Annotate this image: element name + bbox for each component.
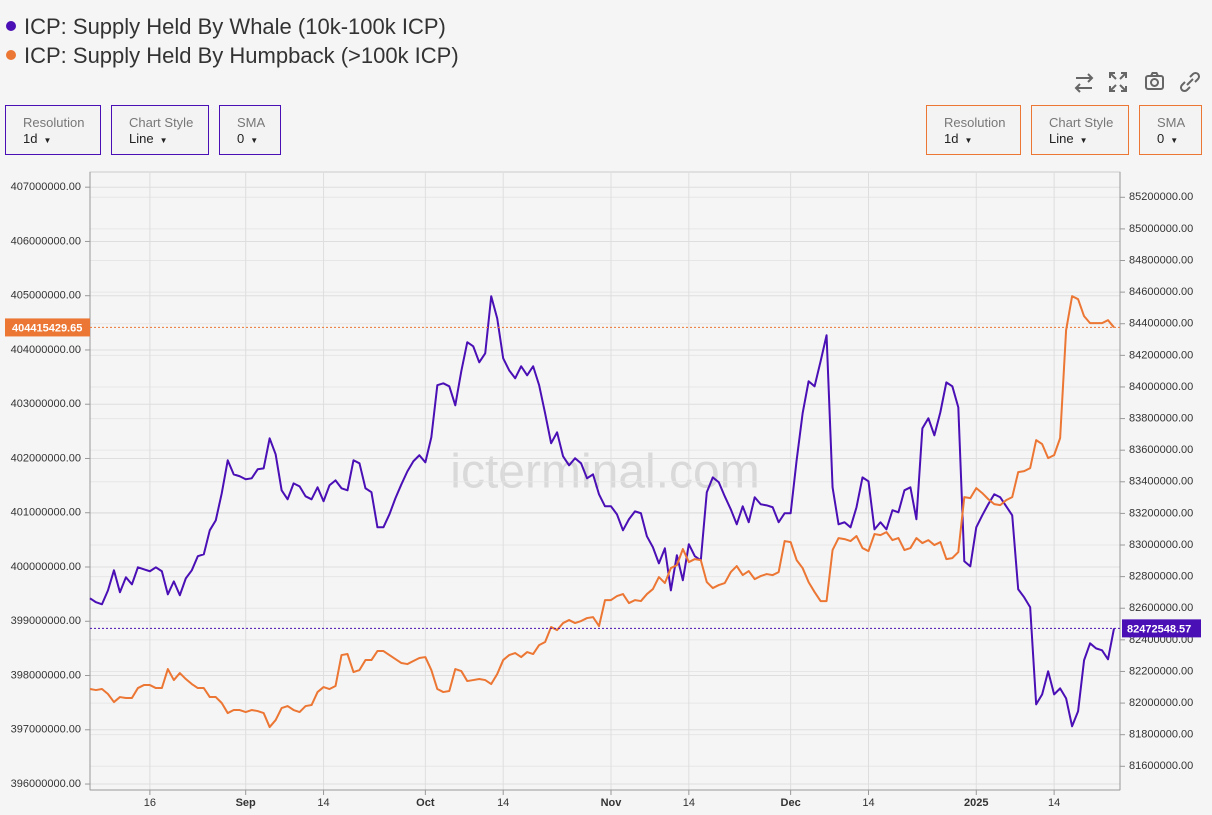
y2-tick-label: 82800000.00 (1129, 571, 1193, 583)
y2-tick-label: 83400000.00 (1129, 476, 1193, 488)
y-tick-label: 406000000.00 (11, 235, 81, 247)
x-tick-label: 14 (317, 797, 329, 809)
legend-label: ICP: Supply Held By Humpback (>100k ICP) (24, 43, 459, 68)
y2-tick-label: 84400000.00 (1129, 318, 1193, 330)
chart-style-select[interactable]: Chart Style Line ▼ (1031, 105, 1129, 155)
y2-tick-label: 81600000.00 (1129, 760, 1193, 772)
x-tick-label: 14 (1048, 797, 1060, 809)
toolbar-icons (1074, 71, 1201, 93)
control-label: Resolution (23, 115, 85, 130)
y2-tick-label: 84200000.00 (1129, 349, 1193, 361)
y-tick-label: 404000000.00 (11, 344, 81, 356)
control-label: Resolution (944, 115, 1006, 130)
legend-item: ICP: Supply Held By Humpback (>100k ICP) (6, 41, 459, 70)
x-tick-label: 14 (862, 797, 874, 809)
control-value: 0 (1157, 131, 1165, 146)
y2-tick-label: 84800000.00 (1129, 254, 1193, 266)
control-value: Line (1049, 131, 1074, 146)
x-tick-label: Dec (781, 797, 801, 809)
x-tick-label: 16 (144, 797, 156, 809)
y-tick-label: 398000000.00 (11, 669, 81, 681)
legend: ICP: Supply Held By Whale (10k-100k ICP)… (6, 12, 459, 70)
price-tag (5, 318, 90, 337)
control-value: Line (129, 131, 154, 146)
y2-tick-label: 83000000.00 (1129, 539, 1193, 551)
chart-style-select[interactable]: Chart Style Line ▼ (111, 105, 209, 155)
y2-tick-label: 82200000.00 (1129, 665, 1193, 677)
legend-dot (6, 50, 16, 61)
legend-label: ICP: Supply Held By Whale (10k-100k ICP) (24, 14, 446, 39)
resolution-select[interactable]: Resolution 1d ▼ (926, 105, 1021, 155)
control-value: 1d (23, 131, 38, 146)
control-label: SMA (237, 115, 266, 130)
x-tick-label: Nov (601, 797, 623, 809)
x-tick-label: Oct (416, 797, 435, 809)
control-label: Chart Style (129, 115, 194, 130)
fullscreen-icon[interactable] (1109, 72, 1127, 92)
watermark: icterminal.com (450, 446, 759, 499)
y2-tick-label: 85200000.00 (1129, 191, 1193, 203)
y2-tick-label: 83600000.00 (1129, 444, 1193, 456)
y-tick-label: 400000000.00 (11, 561, 81, 573)
control-value: 0 (237, 131, 245, 146)
control-value: 1d (944, 131, 959, 146)
series-line (89, 295, 1115, 728)
y-tick-label: 397000000.00 (11, 724, 81, 736)
y-tick-label: 403000000.00 (11, 398, 81, 410)
control-label: Chart Style (1049, 115, 1114, 130)
y-tick-label: 407000000.00 (11, 181, 81, 193)
y2-tick-label: 84600000.00 (1129, 286, 1193, 298)
sma-select[interactable]: SMA 0 ▼ (219, 105, 281, 155)
price-tag (1122, 619, 1201, 638)
y2-tick-label: 82000000.00 (1129, 697, 1193, 709)
resolution-select[interactable]: Resolution 1d ▼ (5, 105, 101, 155)
y2-tick-label: 81800000.00 (1129, 729, 1193, 741)
y2-tick-label: 83200000.00 (1129, 507, 1193, 519)
sma-select[interactable]: SMA 0 ▼ (1139, 105, 1202, 155)
y2-tick-label: 83800000.00 (1129, 412, 1193, 424)
y-tick-label: 399000000.00 (11, 615, 81, 627)
price-tag-label: 404415429.65 (12, 322, 82, 334)
y-tick-label: 402000000.00 (11, 452, 81, 464)
camera-icon[interactable] (1145, 72, 1164, 90)
y-tick-label: 401000000.00 (11, 507, 81, 519)
x-tick-label: 14 (497, 797, 509, 809)
x-tick-label: Sep (236, 797, 256, 809)
swap-icon[interactable] (1074, 73, 1094, 93)
y2-tick-label: 84000000.00 (1129, 381, 1193, 393)
y-tick-label: 396000000.00 (11, 778, 81, 790)
price-tag-label: 82472548.57 (1127, 623, 1191, 635)
legend-item: ICP: Supply Held By Whale (10k-100k ICP) (6, 12, 459, 41)
series-line (89, 295, 1115, 729)
link-icon[interactable] (1179, 71, 1201, 93)
legend-dot (6, 21, 16, 32)
plot-area (89, 171, 1121, 791)
y2-tick-label: 82600000.00 (1129, 602, 1193, 614)
x-tick-label: 2025 (964, 797, 988, 809)
x-tick-label: 14 (683, 797, 695, 809)
y2-tick-label: 85000000.00 (1129, 223, 1193, 235)
control-label: SMA (1157, 115, 1186, 130)
y-tick-label: 405000000.00 (11, 290, 81, 302)
